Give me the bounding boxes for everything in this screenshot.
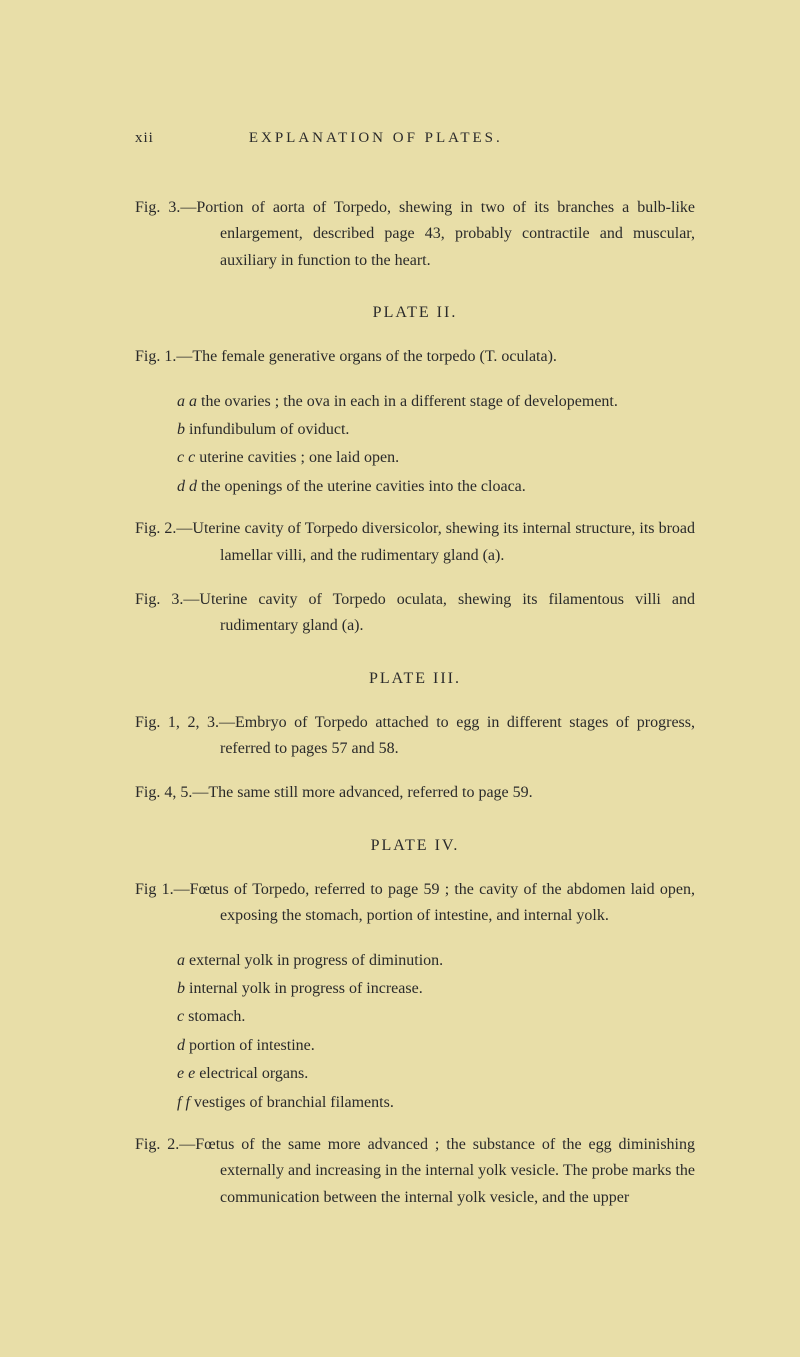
figure-entry: Fig. 2.—Uterine cavity of Torpedo divers… xyxy=(135,516,695,569)
page-number: xii xyxy=(135,130,154,147)
figure-entry: Fig. 1.—The female generative organs of … xyxy=(135,344,695,370)
sub-item-group: a external yolk in progress of diminutio… xyxy=(135,948,695,1116)
sub-item-marker: a a xyxy=(177,393,197,410)
sub-item: a a the ovaries ; the ova in each in a d… xyxy=(135,389,695,415)
sub-item: d portion of intestine. xyxy=(135,1033,695,1059)
figure-entry: Fig. 3.—Portion of aorta of Torpedo, she… xyxy=(135,195,695,274)
sub-item: c stomach. xyxy=(135,1004,695,1030)
sub-item: b internal yolk in progress of increase. xyxy=(135,976,695,1002)
page-content: Fig. 3.—Portion of aorta of Torpedo, she… xyxy=(135,195,695,1211)
sub-item-marker: a xyxy=(177,952,185,969)
figure-entry: Fig. 3.—Uterine cavity of Torpedo oculat… xyxy=(135,587,695,640)
plate-heading: PLATE II. xyxy=(135,304,695,322)
sub-item-marker: b xyxy=(177,421,185,438)
figure-entry: Fig. 4, 5.—The same still more advanced,… xyxy=(135,780,695,806)
sub-item: a external yolk in progress of diminutio… xyxy=(135,948,695,974)
sub-item-marker: e e xyxy=(177,1065,195,1082)
sub-item: b infundibulum of oviduct. xyxy=(135,417,695,443)
page-header: xii EXPLANATION OF PLATES. xyxy=(135,130,695,147)
figure-entry: Fig. 2.—Fœtus of the same more advanced … xyxy=(135,1132,695,1211)
plate-heading: PLATE III. xyxy=(135,670,695,688)
plate-heading: PLATE IV. xyxy=(135,837,695,855)
sub-item: f f vestiges of branchial filaments. xyxy=(135,1090,695,1116)
sub-item-marker: f f xyxy=(177,1094,190,1111)
running-head: EXPLANATION OF PLATES. xyxy=(249,130,503,147)
sub-item: c c uterine cavities ; one laid open. xyxy=(135,445,695,471)
sub-item-marker: d xyxy=(177,1037,185,1054)
figure-entry: Fig 1.—Fœtus of Torpedo, referred to pag… xyxy=(135,877,695,930)
sub-item-marker: c xyxy=(177,1008,184,1025)
sub-item-group: a a the ovaries ; the ova in each in a d… xyxy=(135,389,695,501)
sub-item: e e electrical organs. xyxy=(135,1061,695,1087)
sub-item-marker: d d xyxy=(177,478,197,495)
sub-item-marker: c c xyxy=(177,449,195,466)
sub-item: d d the openings of the uterine cavities… xyxy=(135,474,695,500)
sub-item-marker: b xyxy=(177,980,185,997)
figure-entry: Fig. 1, 2, 3.—Embryo of Torpedo attached… xyxy=(135,710,695,763)
